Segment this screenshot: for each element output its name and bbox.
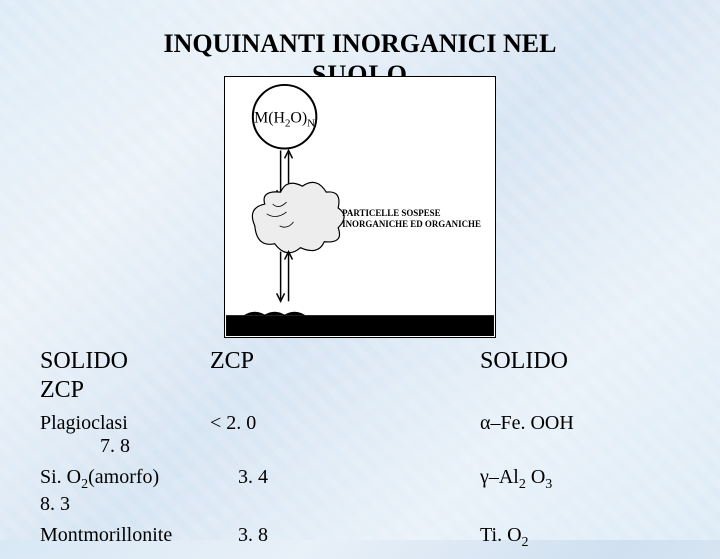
table-header: SOLIDO ZCP SOLIDO [40, 348, 680, 375]
sediment-top [245, 312, 305, 315]
cell-left-val: 3. 4 [210, 466, 310, 489]
diagram: M(H2O)N PARTICELLE SOSPESE INORGANICHE E… [224, 76, 496, 338]
particle-cloud [252, 182, 344, 252]
cell-left-name2: 8. 3 [40, 493, 210, 516]
table-header-2: ZCP [40, 377, 680, 404]
cell-right-name: α–Fe. OOH [480, 412, 680, 435]
title-line-1: INQUINANTI INORGANICI NEL [0, 28, 720, 59]
table-row: Montmorillonite 3. 8 Ti. O2 [40, 524, 680, 551]
table-row-cont: 8. 3 [40, 493, 680, 516]
cell-left-name: Si. O2(amorfo) [40, 466, 210, 493]
table-row: Plagioclasi < 2. 0 α–Fe. OOH [40, 412, 680, 435]
table-row: Si. O2(amorfo) 3. 4 γ–Al2 O3 [40, 466, 680, 493]
table-row-cont: 7. 8 [40, 435, 680, 458]
cell-right-name: γ–Al2 O3 [480, 466, 680, 493]
sediment-bar [226, 315, 494, 336]
particle-label-2: INORGANICHE ED ORGANICHE [342, 219, 481, 229]
hdr-left-solido: SOLIDO [40, 348, 210, 375]
particle-label-1: PARTICELLE SOSPESE [342, 208, 440, 218]
cell-left-val: 3. 8 [210, 524, 310, 547]
cell-right-name: Ti. O2 [480, 524, 680, 551]
cell-left-name: Plagioclasi [40, 412, 210, 435]
hdr-right-solido: SOLIDO [480, 348, 680, 375]
cell-left-name2: 7. 8 [40, 435, 210, 458]
zcp-table: SOLIDO ZCP SOLIDO ZCP Plagioclasi < 2. 0… [40, 348, 680, 559]
cell-left-val: < 2. 0 [210, 412, 310, 435]
complex-label: M(H2O)N [254, 110, 315, 130]
hdr-left-zcp: ZCP [210, 348, 310, 375]
hdr-left-zcp-2: ZCP [40, 377, 210, 404]
cell-left-name: Montmorillonite [40, 524, 210, 547]
